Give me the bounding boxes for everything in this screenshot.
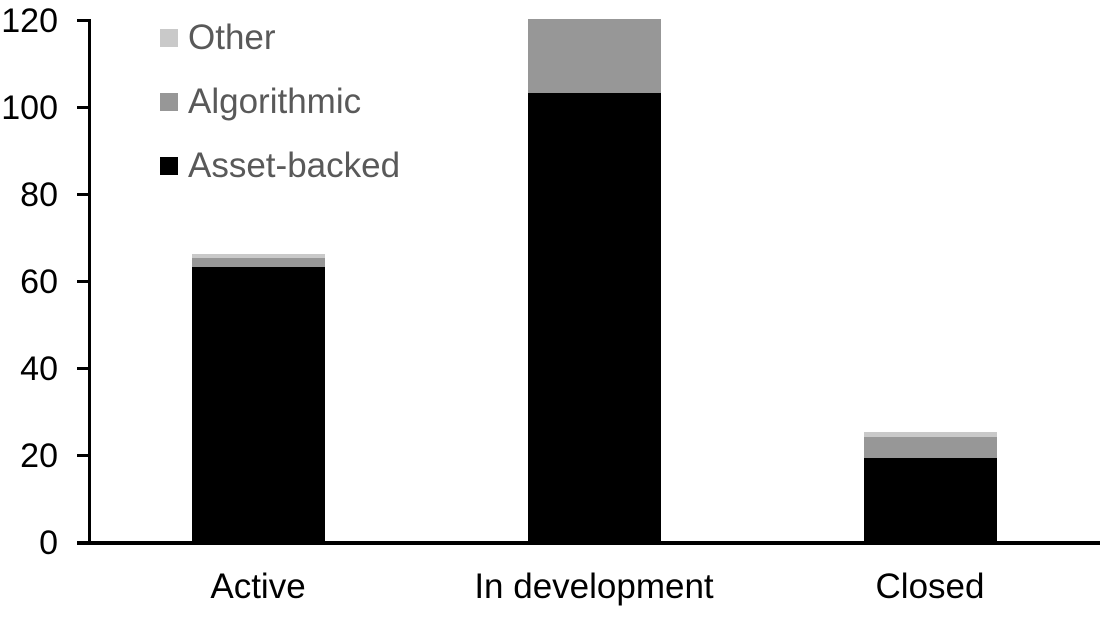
legend-swatch-asset-backed	[160, 157, 178, 175]
legend-swatch-algorithmic	[160, 93, 178, 111]
bar-segment-algorithmic-closed	[863, 436, 997, 459]
y-axis-tick-label: 100	[1, 89, 58, 127]
y-axis-tick-mark	[77, 19, 90, 22]
legend-label-algorithmic: Algorithmic	[188, 82, 362, 121]
bar-segment-algorithmic-active	[191, 258, 325, 267]
y-axis-tick-mark	[77, 367, 90, 370]
x-axis-label-closed: Closed	[875, 567, 985, 606]
y-axis-tick-label: 20	[20, 437, 58, 475]
x-axis-label-in-development: In development	[474, 567, 714, 606]
y-axis-tick-label: 120	[1, 2, 58, 40]
y-axis-tick-mark	[77, 280, 90, 283]
legend-item-asset-backed: Asset-backed	[160, 146, 400, 186]
y-axis-tick-label: 40	[20, 350, 58, 388]
legend-item-algorithmic: Algorithmic	[160, 82, 361, 122]
legend-label-asset-backed: Asset-backed	[188, 146, 401, 185]
bar-segment-other-closed	[863, 432, 997, 437]
y-axis-tick-mark	[77, 193, 90, 196]
y-axis-tick-label: 60	[20, 263, 58, 301]
bar-segment-asset-backed-active	[191, 266, 325, 541]
legend-item-other: Other	[160, 18, 276, 58]
legend-label-other: Other	[188, 18, 276, 57]
y-axis-tick-mark	[77, 454, 90, 457]
x-axis-label-active: Active	[210, 567, 306, 606]
y-axis-tick-mark	[77, 106, 90, 109]
bar-segment-asset-backed-in-development	[527, 92, 661, 541]
bar-segment-asset-backed-closed	[863, 458, 997, 541]
bar-segment-algorithmic-in-development	[527, 19, 661, 93]
y-axis-tick-label: 0	[39, 524, 58, 562]
y-axis-tick-label: 80	[20, 176, 58, 214]
x-axis-line	[77, 541, 1100, 545]
y-axis-tick-mark	[77, 541, 90, 544]
bar-segment-other-active	[191, 253, 325, 259]
legend-swatch-other	[160, 29, 178, 47]
